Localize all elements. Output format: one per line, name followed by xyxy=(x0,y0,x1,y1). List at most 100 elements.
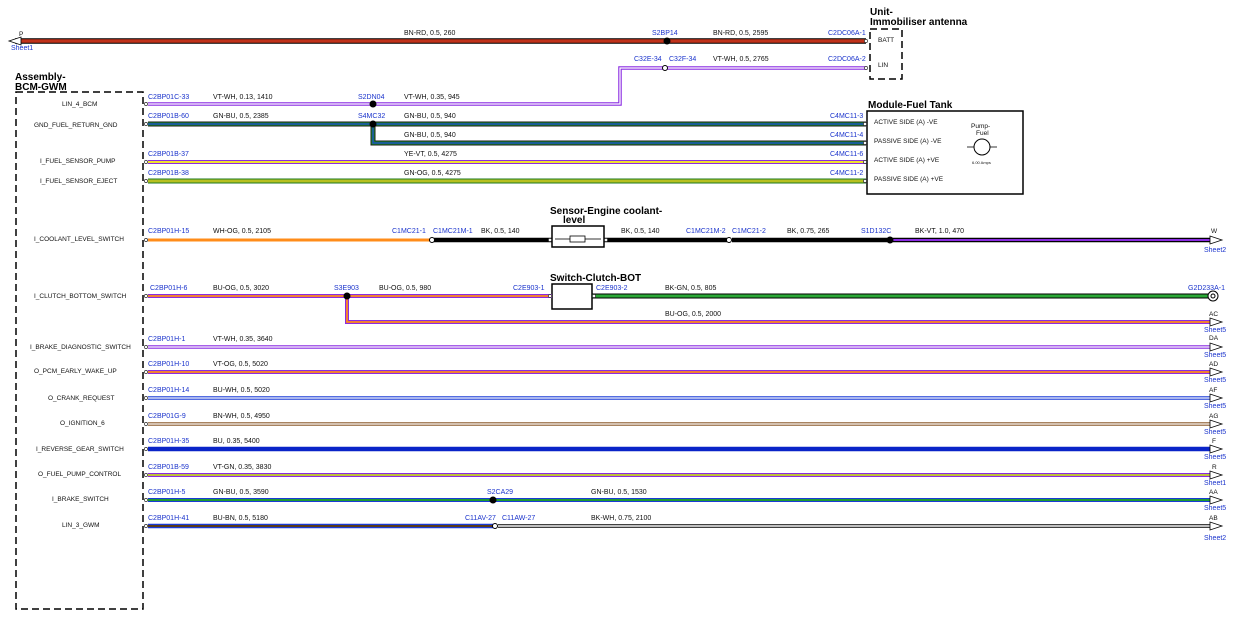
connector-label[interactable]: C1MC21M-1 xyxy=(433,228,473,235)
bcm-pin-label: I_FUEL_SENSOR_EJECT xyxy=(40,178,117,185)
offsheet-arrow-icon xyxy=(1209,419,1224,429)
offsheet-sheet-link[interactable]: Sheet2 xyxy=(1204,247,1226,254)
inline-connector-icon xyxy=(662,65,668,71)
fuel-pump-rating: 6.00 Amps xyxy=(972,160,991,165)
offsheet-sheet-link[interactable]: Sheet5 xyxy=(1204,352,1226,359)
offsheet-arrow-icon xyxy=(1209,367,1224,377)
offsheet-sheet-link[interactable]: Sheet1 xyxy=(11,45,33,52)
offsheet-sheet-link[interactable]: Sheet5 xyxy=(1204,429,1226,436)
connector-label[interactable]: C2BP01B-37 xyxy=(148,151,189,158)
splice-label[interactable]: S1D132C xyxy=(861,228,891,235)
fuel-tank-pin-4: PASSIVE SIDE (A) +VE xyxy=(874,176,944,183)
connector-label[interactable]: C2BP01H-5 xyxy=(148,489,185,496)
connector-label[interactable]: C2E903-2 xyxy=(596,285,628,292)
connector-label[interactable]: C32E-34 xyxy=(634,56,662,63)
offsheet-letter: AG xyxy=(1209,413,1218,420)
bcm-gwm-box xyxy=(15,91,144,610)
fuel-pump-motor-icon xyxy=(967,138,997,156)
connector-label[interactable]: C2BP01H-15 xyxy=(148,228,189,235)
wire-spec-label: BK-VT, 1.0, 470 xyxy=(915,228,964,235)
connector-label[interactable]: C2BP01H-6 xyxy=(150,285,187,292)
wire-gnd-fuel-return xyxy=(148,121,866,146)
offsheet-arrow-icon xyxy=(1209,317,1224,327)
fuel-pump-label-1: Pump- xyxy=(971,123,990,130)
connector-label[interactable]: C11AV-27 xyxy=(465,515,496,522)
connector-label[interactable]: C2BP01H-35 xyxy=(148,438,189,445)
wire-spec-label: GN-BU, 0.5, 2385 xyxy=(213,113,269,120)
wire-spec-label: GN-BU, 0.5, 940 xyxy=(404,113,456,120)
wire-spec-label: BN-RD, 0.5, 2595 xyxy=(713,30,768,37)
wire-spec-label: VT-WH, 0.35, 3640 xyxy=(213,336,273,343)
inline-connector-icon xyxy=(726,237,732,243)
connector-label[interactable]: C2BP01H-14 xyxy=(148,387,189,394)
offsheet-letter: DA xyxy=(1209,335,1219,342)
offsheet-sheet-link[interactable]: Sheet5 xyxy=(1204,505,1226,512)
offsheet-sheet-link[interactable]: Sheet5 xyxy=(1204,403,1226,410)
connector-label[interactable]: C2BP01H-1 xyxy=(148,336,185,343)
fuel-tank-box xyxy=(866,110,1024,195)
wire-clutch-bottom xyxy=(148,293,1210,324)
connector-label[interactable]: C2E903-1 xyxy=(513,285,545,292)
connector-label[interactable]: C2BP01B-59 xyxy=(148,464,189,471)
splice-label[interactable]: S2BP14 xyxy=(652,30,678,37)
wire-spec-label: GN-BU, 0.5, 1530 xyxy=(591,489,647,496)
bcm-pin-label: O_FUEL_PUMP_CONTROL xyxy=(38,471,121,478)
offsheet-letter: AB xyxy=(1209,515,1218,522)
connector-label[interactable]: C4MC11-6 xyxy=(830,151,863,158)
offsheet-arrow-icon xyxy=(1209,495,1224,505)
splice-label[interactable]: S3E903 xyxy=(334,285,359,292)
splice-label[interactable]: S4MC32 xyxy=(358,113,385,120)
connector-label[interactable]: C2BP01B-38 xyxy=(148,170,189,177)
offsheet-sheet-link[interactable]: Sheet1 xyxy=(1204,480,1226,487)
offsheet-sheet-link[interactable]: Sheet5 xyxy=(1204,327,1226,334)
coolant-sensor-title-line2: level xyxy=(563,215,585,226)
coolant-sensor-resistor-icon xyxy=(555,235,601,243)
splice-label[interactable]: S2CA29 xyxy=(487,489,513,496)
offsheet-arrow-icon xyxy=(1209,521,1224,531)
connector-label[interactable]: C2BP01B-60 xyxy=(148,113,189,120)
bcm-pin-label: O_PCM_EARLY_WAKE_UP xyxy=(34,368,117,375)
connector-label[interactable]: G2D233A-1 xyxy=(1188,285,1225,292)
clutch-switch-title: Switch-Clutch-BOT xyxy=(550,273,641,284)
connector-label[interactable]: C4MC11-4 xyxy=(830,132,863,139)
ground-terminal-icon xyxy=(1207,290,1219,302)
wire-spec-label: GN-BU, 0.5, 940 xyxy=(404,132,456,139)
immobiliser-box xyxy=(869,28,903,80)
connector-label[interactable]: C1MC21M-2 xyxy=(686,228,726,235)
splice-dot xyxy=(489,496,497,504)
connector-label[interactable]: C4MC11-2 xyxy=(830,170,863,177)
offsheet-letter: P xyxy=(19,31,23,38)
offsheet-sheet-link[interactable]: Sheet5 xyxy=(1204,454,1226,461)
connector-label[interactable]: C2BP01H-10 xyxy=(148,361,189,368)
offsheet-arrow-icon xyxy=(1209,235,1224,245)
connector-label[interactable]: C2DC06A-1 xyxy=(828,30,866,37)
offsheet-arrow-icon xyxy=(1209,342,1224,352)
connector-label[interactable]: C2BP01C-33 xyxy=(148,94,189,101)
fuel-tank-pin-1: ACTIVE SIDE (A) -VE xyxy=(874,119,938,126)
offsheet-letter: R xyxy=(1212,464,1217,471)
connector-label[interactable]: C1MC21-1 xyxy=(392,228,426,235)
offsheet-arrow-icon xyxy=(1209,393,1224,403)
connector-label[interactable]: C2DC06A-2 xyxy=(828,56,866,63)
connector-label[interactable]: C4MC11-3 xyxy=(830,113,863,120)
immobiliser-pin-batt: BATT xyxy=(878,37,894,44)
immobiliser-pin-lin: LIN xyxy=(878,62,888,69)
offsheet-sheet-link[interactable]: Sheet5 xyxy=(1204,377,1226,384)
wire-spec-label: YE-VT, 0.5, 4275 xyxy=(404,151,457,158)
offsheet-sheet-link[interactable]: Sheet2 xyxy=(1204,535,1226,542)
connector-label[interactable]: C2BP01H-41 xyxy=(148,515,189,522)
connector-label[interactable]: C11AW-27 xyxy=(502,515,535,522)
splice-dot xyxy=(886,236,894,244)
wire-spec-label: BK, 0.75, 265 xyxy=(787,228,830,235)
inline-connector-icon xyxy=(429,237,435,243)
bcm-pin-label: I_FUEL_SENSOR_PUMP xyxy=(40,158,116,165)
connector-label[interactable]: C1MC21-2 xyxy=(732,228,766,235)
connector-label[interactable]: C32F-34 xyxy=(669,56,696,63)
bcm-pin-label: GND_FUEL_RETURN_GND xyxy=(34,122,118,129)
offsheet-letter: AC xyxy=(1209,311,1218,318)
splice-label[interactable]: S2DN04 xyxy=(358,94,385,101)
wire-spec-label: BK-WH, 0.75, 2100 xyxy=(591,515,651,522)
connector-label[interactable]: C2BP01G-9 xyxy=(148,413,186,420)
wire-spec-label: WH-OG, 0.5, 2105 xyxy=(213,228,271,235)
